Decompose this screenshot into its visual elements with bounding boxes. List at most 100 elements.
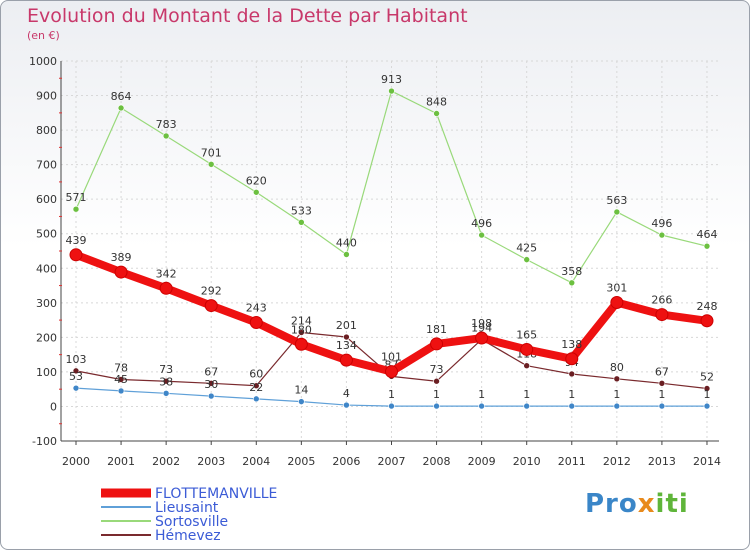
data-point	[249, 316, 263, 330]
y-tick-label: 800	[36, 124, 57, 137]
y-tick-label: 900	[36, 90, 57, 103]
data-point	[69, 248, 83, 262]
data-point	[252, 395, 260, 403]
data-point	[658, 231, 666, 239]
data-point	[207, 392, 215, 400]
data-point	[568, 402, 576, 410]
data-point	[523, 256, 531, 263]
data-label: 80	[610, 361, 624, 374]
data-label: 52	[700, 370, 714, 383]
data-point	[478, 231, 485, 239]
data-point	[298, 398, 305, 405]
data-label: 201	[336, 319, 357, 332]
data-point	[207, 160, 215, 168]
x-tick-label: 2012	[603, 455, 631, 468]
data-label: 4	[343, 387, 350, 400]
data-point	[613, 208, 621, 216]
data-point	[478, 402, 485, 410]
data-point	[159, 281, 173, 295]
chart-unit: (en €)	[27, 29, 60, 42]
data-point	[610, 295, 624, 309]
x-tick-label: 2013	[648, 455, 676, 468]
x-tick-label: 2010	[513, 455, 541, 468]
legend-label: Sortosville	[155, 514, 228, 530]
data-point	[433, 377, 440, 385]
data-label: 701	[201, 146, 222, 159]
data-point	[72, 205, 80, 213]
data-label: 198	[471, 317, 492, 330]
x-tick-label: 2004	[242, 455, 270, 468]
data-label: 214	[291, 315, 312, 328]
y-tick-label: 500	[36, 228, 57, 241]
data-label: 101	[381, 351, 402, 364]
logo-part-1: Pro	[585, 489, 638, 519]
x-tick-label: 2011	[558, 455, 586, 468]
data-label: 22	[249, 381, 263, 394]
data-point	[703, 402, 711, 410]
data-point	[565, 352, 579, 366]
data-point	[658, 402, 666, 410]
data-point	[658, 380, 666, 387]
data-point	[343, 251, 350, 258]
data-point	[298, 329, 305, 336]
data-label: 301	[606, 281, 627, 294]
data-label: 14	[294, 384, 308, 397]
data-point	[568, 370, 576, 378]
data-label: 848	[426, 96, 447, 109]
x-tick-label: 2003	[197, 455, 225, 468]
data-point	[613, 375, 621, 383]
data-label: 30	[204, 378, 218, 391]
x-tick-label: 2007	[377, 455, 405, 468]
data-label: 783	[156, 118, 177, 131]
data-point	[523, 402, 531, 410]
data-label: 60	[249, 368, 263, 381]
data-label: 194	[471, 321, 492, 334]
y-tick-label: 1000	[29, 55, 57, 68]
data-point	[388, 87, 395, 95]
proxiti-logo: Proxiti	[585, 489, 689, 519]
data-point	[384, 365, 398, 379]
data-point	[162, 377, 170, 385]
y-tick-label: 600	[36, 193, 57, 206]
x-tick-label: 2014	[693, 455, 721, 468]
logo-part-2: x	[637, 489, 656, 519]
data-label: 248	[696, 300, 717, 313]
y-tick-label: -100	[32, 435, 57, 448]
x-tick-label: 2005	[287, 455, 315, 468]
chart-title: Evolution du Montant de la Dette par Hab…	[27, 5, 468, 27]
data-point	[568, 279, 576, 287]
data-point	[703, 385, 711, 392]
y-tick-label: 300	[36, 297, 57, 310]
data-label: 53	[69, 370, 83, 383]
data-label: 1	[433, 388, 440, 401]
data-label: 134	[336, 339, 357, 352]
data-label: 358	[561, 265, 582, 278]
y-tick-label: 0	[50, 400, 57, 413]
data-label: 620	[246, 174, 267, 187]
data-label: 563	[606, 194, 627, 207]
data-point	[162, 390, 170, 397]
data-point	[433, 110, 440, 117]
data-label: 165	[516, 328, 537, 341]
data-label: 913	[381, 73, 402, 86]
data-label: 440	[336, 236, 357, 249]
data-point	[655, 308, 669, 322]
data-point	[700, 314, 714, 328]
y-tick-label: 700	[36, 159, 57, 172]
legend-label: Hémevez	[155, 528, 221, 544]
x-tick-label: 2002	[152, 455, 180, 468]
data-label: 266	[651, 294, 672, 307]
data-point	[343, 333, 350, 341]
data-point	[520, 342, 534, 356]
data-label: 1	[388, 388, 395, 401]
data-label: 73	[430, 363, 444, 376]
data-point	[252, 382, 260, 390]
data-label: 571	[66, 191, 87, 204]
data-label: 73	[159, 363, 173, 376]
data-label: 1	[613, 388, 620, 401]
data-label: 1	[523, 388, 530, 401]
data-point	[72, 367, 80, 375]
x-tick-label: 2006	[332, 455, 360, 468]
data-point	[703, 242, 711, 250]
